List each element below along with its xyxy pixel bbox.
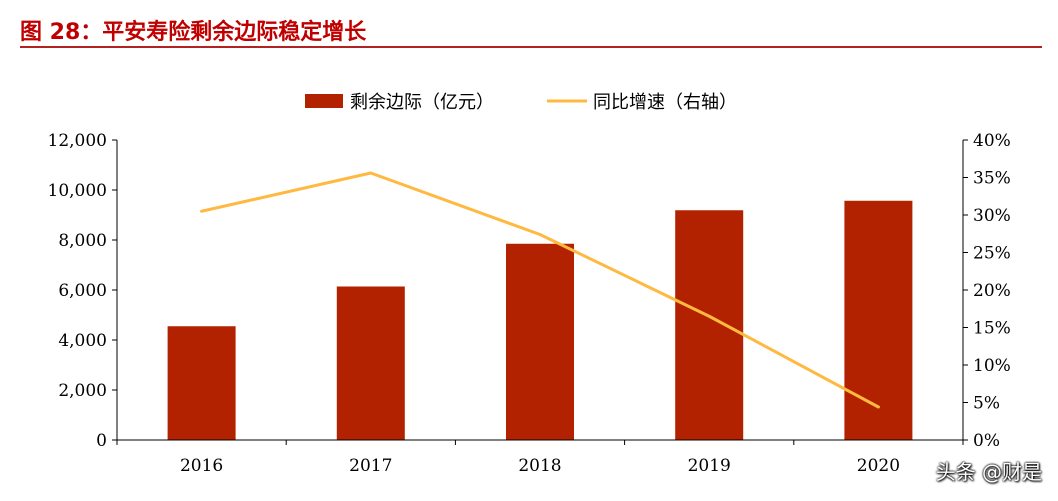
bar: [506, 243, 574, 440]
right-tick-label: 5%: [973, 394, 1000, 414]
chart-axes: 0 2,000 4,000 6,000 8,000 10,000 12,000 0% 5% 10%…: [48, 131, 1011, 476]
x-tick-label: 2018: [518, 456, 561, 476]
right-tick-label: 35%: [973, 169, 1011, 189]
line-point: [369, 171, 373, 175]
watermark: 头条 @财是: [935, 460, 1042, 484]
figure-title: 图 28：平安寿险剩余边际稳定增长: [20, 20, 367, 45]
line-point: [707, 314, 711, 318]
line-point: [200, 209, 204, 213]
left-tick-label: 0: [96, 431, 107, 451]
title-divider: [20, 46, 1042, 48]
right-tick-label: 40%: [973, 131, 1011, 151]
left-tick-label: 4,000: [58, 331, 107, 351]
line-point: [538, 233, 542, 236]
right-tick-label: 0%: [973, 431, 1000, 451]
right-tick-label: 25%: [973, 244, 1011, 264]
left-tick-label: 6,000: [58, 281, 107, 301]
x-tick-label: 2019: [688, 456, 731, 476]
bar: [167, 326, 236, 440]
right-tick-label: 30%: [973, 206, 1011, 226]
legend-swatch-bar: [305, 94, 343, 108]
legend-label-line: 同比增速（右轴）: [593, 92, 737, 113]
x-tick-label: 2017: [349, 456, 392, 476]
bar-series: [167, 200, 913, 440]
line-series: [200, 171, 880, 409]
x-tick-label: 2016: [180, 456, 223, 476]
right-tick-label: 20%: [973, 281, 1011, 301]
bar: [336, 286, 405, 440]
bar: [675, 210, 744, 440]
line-point: [876, 405, 880, 409]
left-tick-label: 8,000: [58, 231, 107, 251]
right-tick-label: 10%: [973, 356, 1011, 376]
right-tick-label: 15%: [973, 319, 1011, 339]
x-tick-label: 2020: [857, 456, 900, 476]
legend-label-bar: 剩余边际（亿元）: [350, 92, 494, 113]
chart-legend: 剩余边际（亿元） 同比增速（右轴）: [305, 92, 737, 113]
left-tick-label: 2,000: [58, 381, 107, 401]
left-tick-label: 10,000: [48, 181, 107, 201]
left-tick-label: 12,000: [48, 131, 107, 151]
bar: [844, 200, 913, 440]
